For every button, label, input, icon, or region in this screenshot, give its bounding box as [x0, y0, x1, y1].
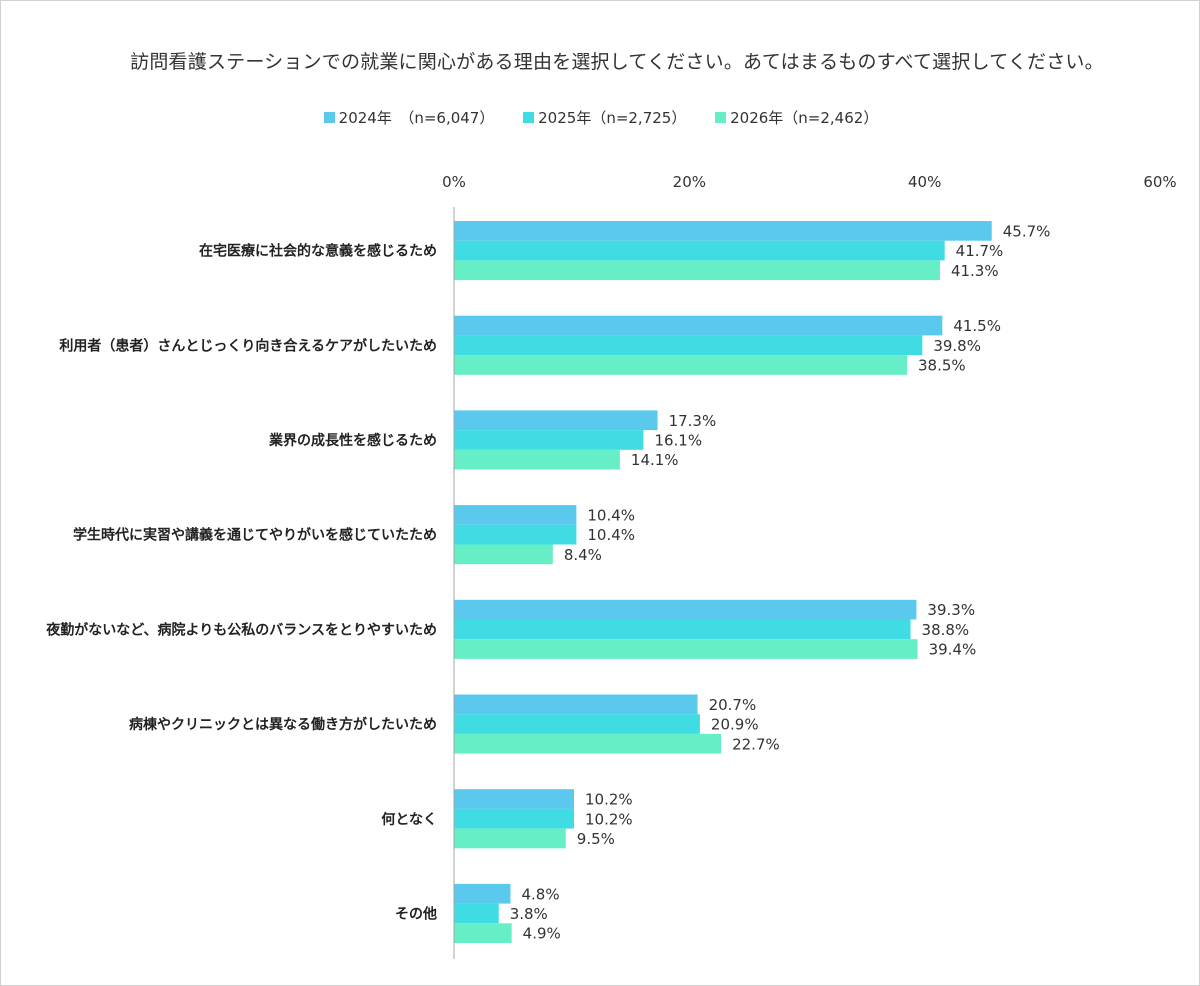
bar: [454, 828, 566, 849]
bar: [454, 505, 577, 525]
data-label: 20.7%: [709, 696, 757, 714]
legend-item-2024: 2024年 （n=6,047）: [323, 107, 495, 128]
chart-title: 訪問看護ステーションでの就業に関心がある理由を選択してください。あてはまるものす…: [130, 51, 1104, 73]
bar: [454, 260, 940, 281]
data-label: 4.8%: [521, 885, 559, 903]
category-label: 業界の成長性を感じるため: [268, 432, 437, 449]
legend-label-2024: 2024年 （n=6,047）: [338, 109, 495, 127]
data-label: 16.1%: [654, 431, 702, 449]
bar: [454, 694, 698, 715]
legend-swatch-2026: [715, 112, 727, 123]
category-label: 学生時代に実習や講義を通じてやりがいを感じていたため: [73, 527, 437, 544]
bar: [454, 903, 499, 924]
data-label: 39.8%: [933, 337, 981, 355]
bar: [454, 733, 722, 754]
bar: [454, 449, 620, 470]
x-tick-label: 60%: [1143, 173, 1176, 191]
bar: [454, 619, 911, 640]
data-label: 39.3%: [927, 601, 975, 619]
legend-label-2026: 2026年（n=2,462）: [730, 109, 879, 127]
x-tick-label: 40%: [908, 173, 941, 191]
data-label: 10.4%: [587, 526, 635, 544]
data-label: 14.1%: [631, 451, 679, 469]
data-label: 38.8%: [922, 621, 970, 639]
bar: [454, 221, 992, 241]
legend-swatch-2024: [323, 112, 335, 123]
category-label: 病棟やクリニックとは異なる働き方がしたいため: [129, 716, 437, 733]
bar: [454, 430, 644, 450]
x-tick-label: 0%: [442, 173, 466, 191]
legend-item-2025: 2025年（n=2,725）: [523, 107, 686, 128]
data-label: 41.3%: [951, 262, 999, 280]
category-label: 何となく: [381, 811, 437, 828]
bar: [454, 410, 658, 431]
data-label: 20.9%: [711, 716, 759, 734]
data-label: 10.2%: [585, 791, 633, 809]
data-label: 41.5%: [953, 317, 1001, 335]
bar: [454, 240, 945, 261]
data-label: 17.3%: [669, 412, 717, 430]
category-label: 夜勤がないなど、病院よりも公私のバランスをとりやすいため: [45, 621, 437, 638]
bar: [454, 883, 511, 904]
data-label: 39.4%: [929, 641, 977, 659]
bar: [454, 335, 923, 356]
bar: [454, 714, 700, 734]
data-label: 10.2%: [585, 810, 633, 828]
data-label: 22.7%: [732, 735, 780, 753]
legend-swatch-2025: [523, 112, 535, 123]
bar: [454, 808, 575, 829]
data-label: 45.7%: [1003, 222, 1051, 240]
bar: [454, 789, 575, 809]
data-label: 3.8%: [510, 905, 548, 923]
bar: [454, 315, 943, 336]
legend-item-2026: 2026年（n=2,462）: [715, 107, 878, 128]
bar: [454, 524, 577, 545]
category-label: その他: [395, 905, 437, 922]
data-label: 8.4%: [564, 546, 602, 564]
data-label: 38.5%: [918, 356, 966, 374]
category-label: 在宅医療に社会的な意義を感じるため: [199, 243, 437, 260]
data-label: 4.9%: [523, 925, 561, 943]
legend-label-2025: 2025年（n=2,725）: [538, 109, 687, 127]
data-label: 41.7%: [956, 242, 1004, 260]
data-label: 10.4%: [587, 506, 635, 524]
bar: [454, 544, 553, 565]
x-tick-label: 20%: [673, 173, 706, 191]
data-label: 9.5%: [577, 830, 615, 848]
legend: 2024年 （n=6,047） 2025年（n=2,725） 2026年（n=2…: [1, 107, 1200, 128]
bar: [454, 599, 917, 620]
category-label: 利用者（患者）さんとじっくり向き合えるケアがしたいため: [59, 337, 437, 354]
bar: [454, 355, 908, 375]
bar: [454, 639, 918, 659]
bar: [454, 923, 512, 943]
